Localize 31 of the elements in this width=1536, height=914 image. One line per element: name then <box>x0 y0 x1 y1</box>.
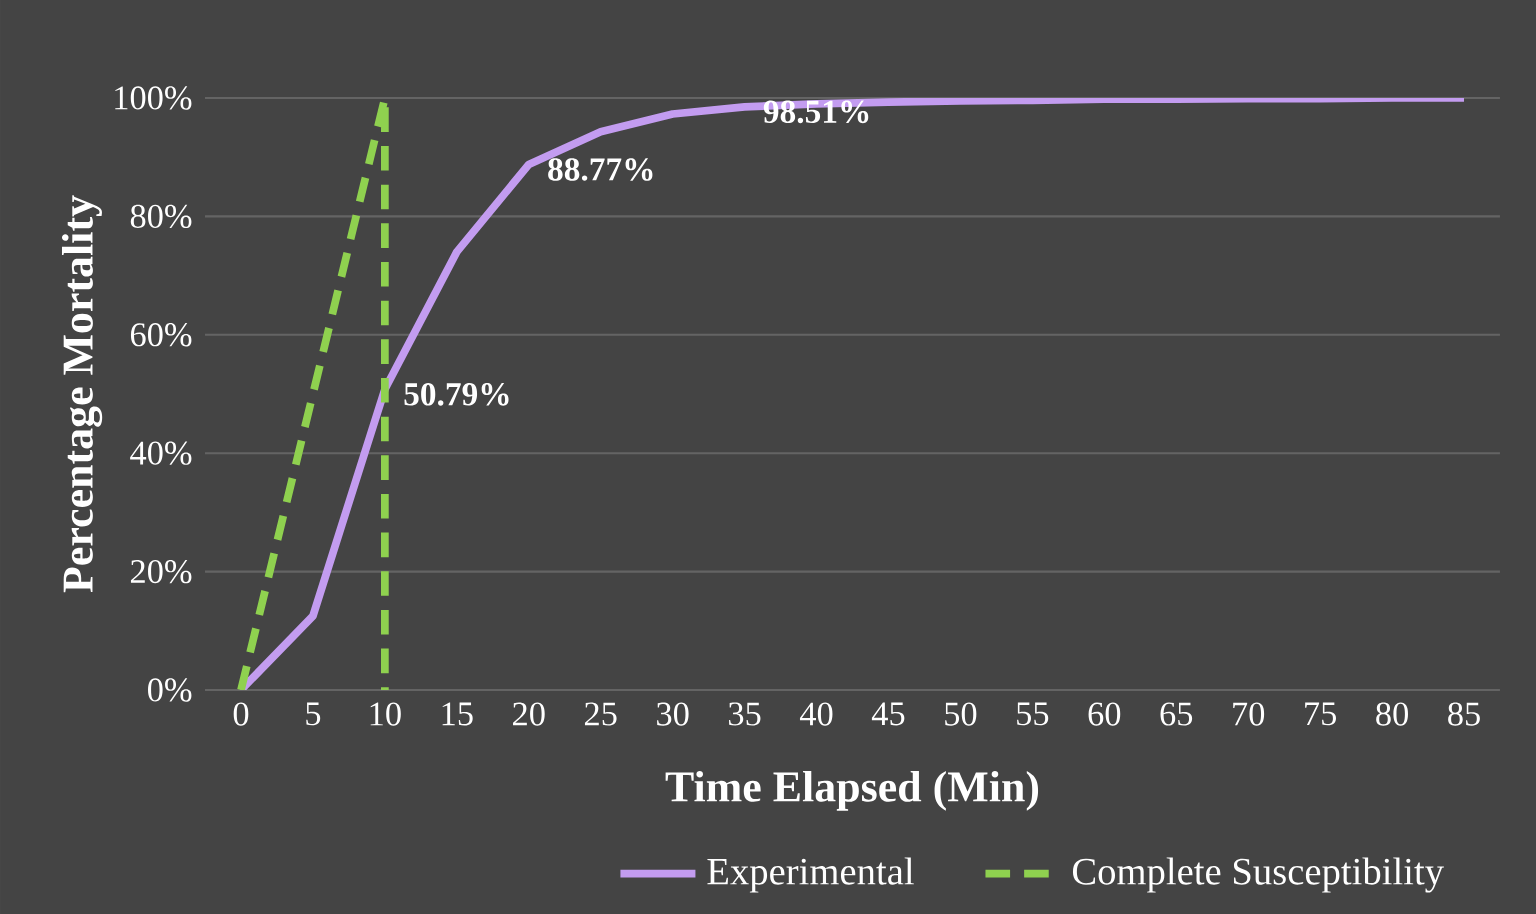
x-tick-label: 5 <box>306 702 321 726</box>
y-tick-label: 40% <box>130 441 192 465</box>
y-tick-label: 80% <box>130 204 192 229</box>
x-tick-label: 80 <box>1376 702 1408 726</box>
x-tick-label: 75 <box>1305 702 1336 726</box>
y-tick-label: 20% <box>130 559 192 584</box>
x-tick-label: 15 <box>442 702 473 726</box>
x-tick-label: 45 <box>871 702 905 726</box>
legend-label: Experimental <box>707 857 914 893</box>
x-tick-label: 60 <box>1088 702 1121 726</box>
y-tick-label: 0% <box>148 678 192 702</box>
y-axis-title: Percentage Mortality <box>61 195 103 593</box>
x-tick-label: 70 <box>1233 702 1265 726</box>
x-axis-title: Time Elapsed (Min) <box>665 770 1039 811</box>
x-tick-label: 20 <box>513 702 545 726</box>
y-tick-label: 100% <box>115 86 192 110</box>
x-tick-label: 50 <box>945 702 977 726</box>
x-tick-label: 30 <box>657 702 689 726</box>
y-tick-label: 60% <box>130 323 192 347</box>
x-tick-label: 40 <box>799 702 833 726</box>
data-label: 88.77% <box>548 158 653 181</box>
x-tick-label: 25 <box>584 702 617 726</box>
x-tick-label: 85 <box>1448 702 1480 726</box>
x-tick-label: 10 <box>370 702 401 726</box>
x-tick-label: 65 <box>1160 702 1193 726</box>
x-tick-label: 35 <box>729 702 761 726</box>
legend-label: Complete Susceptibility <box>1072 857 1444 893</box>
x-tick-label: 0 <box>233 702 249 726</box>
x-tick-label: 55 <box>1017 702 1049 726</box>
data-label: 98.51% <box>763 100 869 124</box>
data-label: 50.79% <box>404 382 509 406</box>
